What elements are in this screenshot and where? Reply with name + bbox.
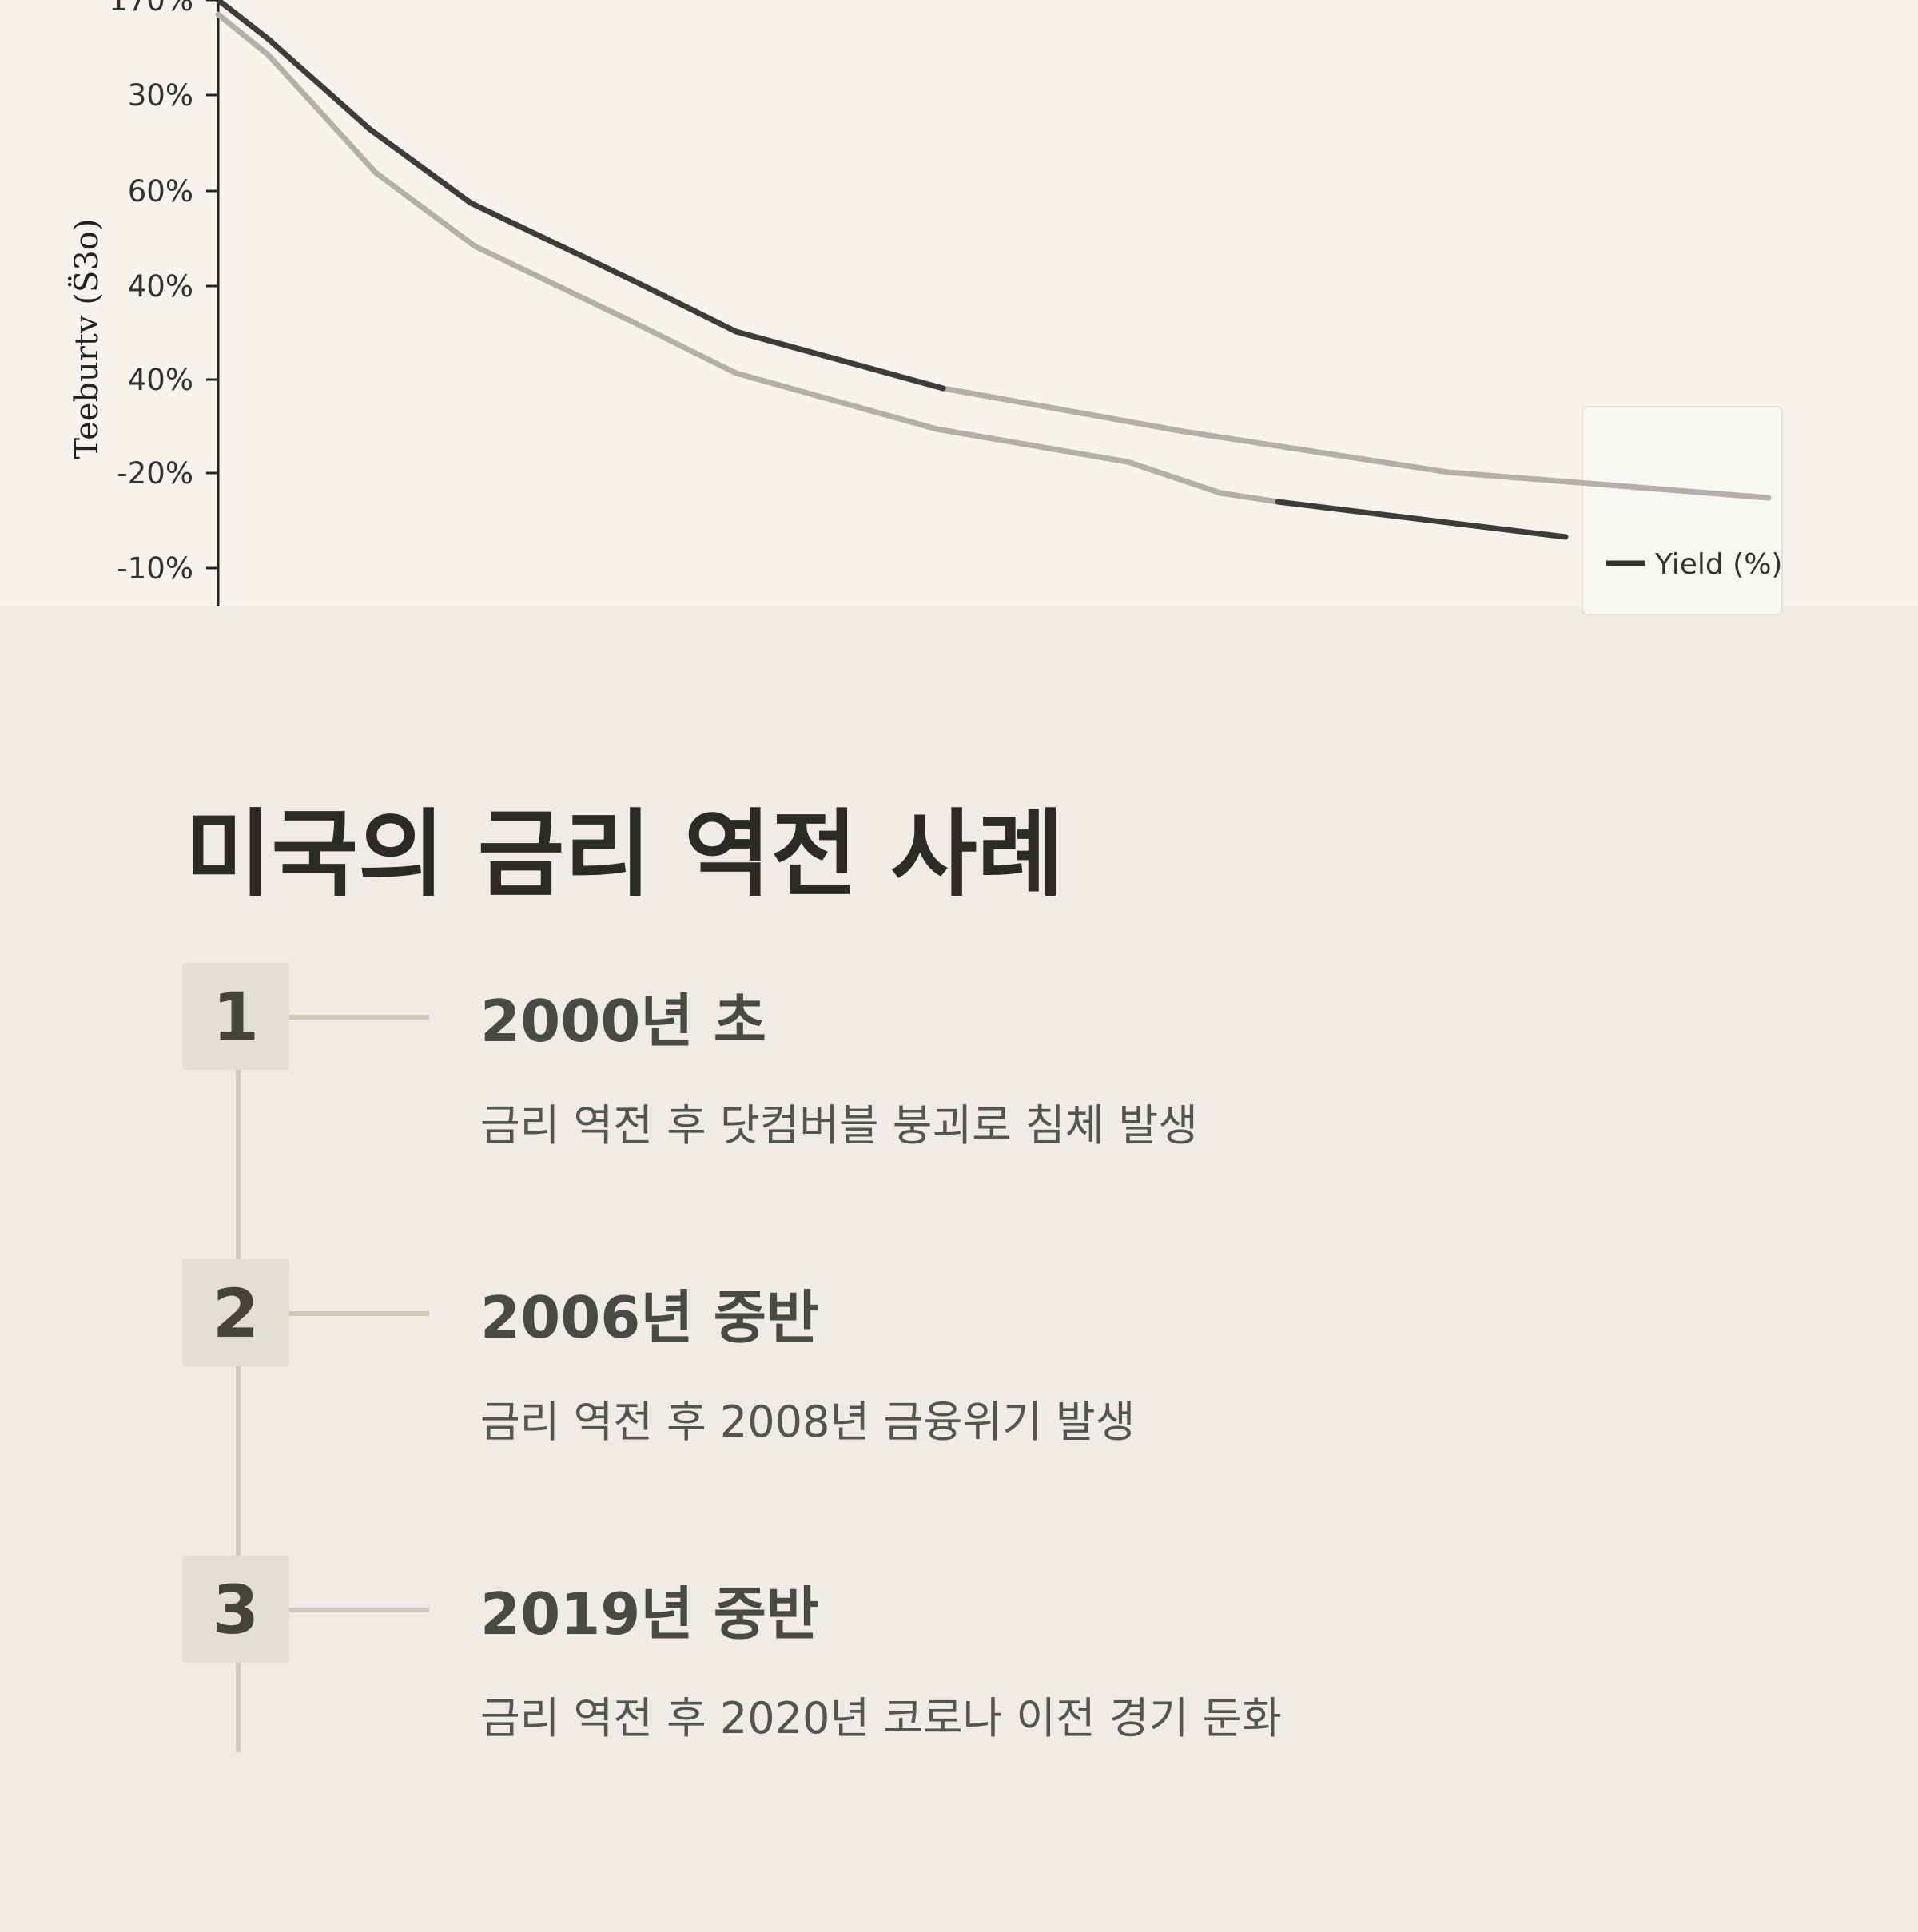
step-number: 1	[213, 978, 259, 1056]
tick-label: 30%	[128, 78, 193, 113]
step-box	[182, 1556, 289, 1663]
light-line	[940, 385, 1772, 501]
tick-label: -10%	[117, 551, 193, 586]
step-text: 금리 역전 후 2020년 코로나 이전 경기 둔화	[480, 1693, 1282, 1743]
tick-label: 170%	[109, 0, 193, 18]
tick-label: -20%	[117, 456, 193, 491]
light-line	[215, 11, 1281, 505]
step-text: 금리 역전 후 2008년 금융위기 발생	[480, 1397, 1135, 1447]
legend-label: Yield (%)	[1654, 548, 1782, 581]
step-number: 3	[213, 1571, 259, 1649]
step-box	[182, 963, 289, 1070]
step-heading: 2019년 중반	[480, 1580, 819, 1648]
dark-line	[215, 0, 946, 392]
tick-label: 40%	[128, 363, 193, 397]
tick-label: 40%	[128, 269, 193, 304]
tick-label: 60%	[128, 174, 193, 209]
dark-line	[1275, 499, 1569, 540]
step-number: 2	[213, 1274, 259, 1353]
step-heading: 2000년 초	[480, 988, 766, 1055]
section-title: 미국의 금리 역전 사례	[185, 799, 1064, 909]
step-box	[182, 1259, 289, 1366]
step-heading: 2006년 중반	[480, 1284, 819, 1351]
axis-label: Teeburtv (S̈3o)	[68, 219, 105, 459]
step-text: 금리 역전 후 닷컴버블 붕괴로 침체 발생	[480, 1100, 1198, 1151]
legend-box	[1582, 406, 1783, 615]
